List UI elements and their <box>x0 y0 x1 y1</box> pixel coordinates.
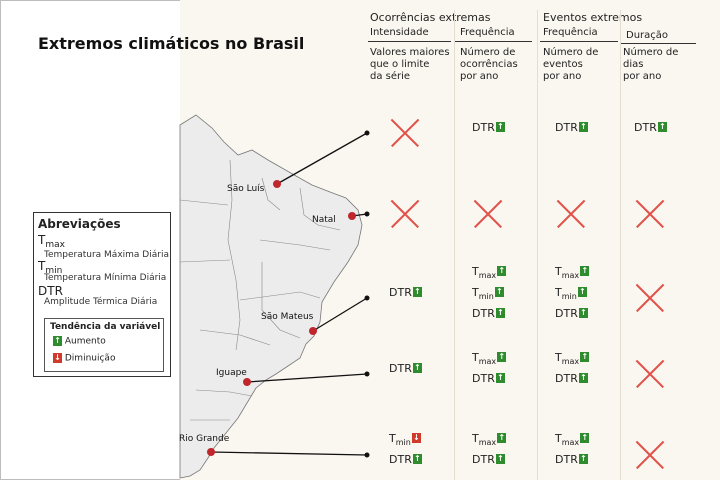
no-trend-cross-icon <box>390 199 420 229</box>
indicator-sao-mateus-freq-ocorrencias: Tmin↑ <box>472 285 504 301</box>
arrow-up-icon: ↑ <box>497 433 507 443</box>
abbr-dtr-desc: Amplitude Térmica Diária <box>44 297 158 307</box>
arrow-up-icon: ↑ <box>577 286 587 297</box>
no-trend-cross-icon <box>635 199 665 229</box>
arrow-up-icon: ↑ <box>412 362 422 373</box>
indicator-iguape-freq-eventos: Tmax↑ <box>555 351 590 366</box>
city-label-natal: Natal <box>312 215 336 225</box>
no-trend-cross-icon <box>635 440 665 470</box>
no-trend-cross-icon <box>635 359 665 389</box>
indicator-rio-grande-freq-eventos: Tmax↑ <box>555 432 590 447</box>
arrow-up-icon: ↑ <box>495 373 505 383</box>
trend-increase-row: ↑ Aumento <box>53 336 106 347</box>
indicator-sao-mateus-intensidade: DTR ↑ <box>389 285 422 299</box>
abbr-tmax-desc: Temperatura Máxima Diária <box>44 250 169 260</box>
indicator-sao-luis-freq-eventos: DTR ↑ <box>555 120 588 134</box>
col-desc-freq-ocorrencias: Número de ocorrências por ano <box>460 47 518 82</box>
city-label-sao-luis: São Luís <box>227 184 265 194</box>
city-dot-rio-grande <box>207 448 215 456</box>
page-title: Extremos climáticos no Brasil <box>38 34 305 53</box>
city-dot-natal <box>348 212 356 220</box>
arrow-up-icon: ↑ <box>578 373 588 383</box>
abbr-dtr: DTR <box>38 284 63 298</box>
indicator-sao-mateus-freq-eventos: DTR ↑ <box>555 306 588 320</box>
col-header-duracao: Duração <box>626 30 669 41</box>
arrow-up-icon: ↑ <box>495 307 505 318</box>
legend-box: Abreviações Tmax Temperatura Máxima Diár… <box>33 212 171 377</box>
trend-legend: Tendência da variável ↑ Aumento ↓ Diminu… <box>44 318 164 372</box>
arrow-up-icon: ↑ <box>578 454 588 464</box>
abbr-tmax: Tmax <box>38 233 65 250</box>
indicator-sao-mateus-freq-ocorrencias: DTR ↑ <box>472 306 505 320</box>
city-dot-iguape <box>243 378 251 386</box>
indicator-sao-mateus-freq-ocorrencias: Tmax↑ <box>472 264 507 280</box>
no-trend-cross-icon <box>473 199 503 229</box>
col3-divider <box>540 41 618 42</box>
arrow-up-icon: ↑ <box>412 286 422 297</box>
indicator-rio-grande-intensidade: DTR ↑ <box>389 453 422 466</box>
indicator-rio-grande-freq-eventos: DTR ↑ <box>555 453 588 466</box>
abbr-tmin-desc: Temperatura Mínima Diária <box>44 273 167 283</box>
col-desc-freq-eventos: Número de eventos por ano <box>543 47 599 82</box>
arrow-up-icon: ↑ <box>495 121 505 132</box>
arrow-up-icon: ↑ <box>497 265 507 276</box>
arrow-up-icon: ↑ <box>578 121 588 132</box>
arrow-up-icon: ↑ <box>580 352 590 362</box>
col-desc-duracao: Número de dias por ano <box>623 47 679 82</box>
arrow-up-icon: ↑ <box>657 121 667 132</box>
indicator-rio-grande-intensidade: Tmin↓ <box>389 432 421 447</box>
indicator-sao-mateus-freq-eventos: Tmin↑ <box>555 285 587 301</box>
col-desc-intensidade: Valores maiores que o limite da série <box>370 47 450 82</box>
indicator-iguape-freq-ocorrencias: Tmax↑ <box>472 351 507 366</box>
arrow-up-icon: ↑ <box>580 265 590 276</box>
arrow-up-icon: ↑ <box>412 454 422 464</box>
trend-legend-title: Tendência da variável <box>50 322 161 332</box>
arrow-up-icon: ↑ <box>578 307 588 318</box>
column-separator <box>620 10 621 480</box>
group-header-eventos: Eventos extremos <box>543 11 643 24</box>
city-dot-sao-mateus <box>309 327 317 335</box>
city-label-iguape: Iguape <box>216 368 247 378</box>
col-header-intensidade: Intensidade <box>370 27 429 38</box>
no-trend-cross-icon <box>635 283 665 313</box>
group-header-ocorrencias: Ocorrências extremas <box>370 11 491 24</box>
indicator-iguape-freq-ocorrencias: DTR ↑ <box>472 372 505 385</box>
arrow-up-icon: ↑ <box>494 286 504 297</box>
col2-divider <box>455 41 532 42</box>
arrow-up-icon: ↑ <box>497 352 507 362</box>
column-separator <box>454 10 455 480</box>
col-header-freq-eventos: Frequência <box>543 27 598 38</box>
indicator-rio-grande-freq-ocorrencias: DTR ↑ <box>472 453 505 466</box>
city-label-rio-grande: Rio Grande <box>179 434 230 444</box>
col-header-freq-ocorrencias: Frequência <box>460 27 515 38</box>
indicator-sao-mateus-freq-eventos: Tmax↑ <box>555 264 590 280</box>
column-separator <box>537 10 538 480</box>
arrow-up-icon: ↑ <box>580 433 590 443</box>
indicator-sao-luis-duracao: DTR ↑ <box>634 120 667 134</box>
arrow-up-icon: ↑ <box>53 336 62 346</box>
trend-decrease-row: ↓ Diminuição <box>53 353 116 364</box>
no-trend-cross-icon <box>556 199 586 229</box>
city-dot-sao-luis <box>273 180 281 188</box>
indicator-iguape-freq-eventos: DTR ↑ <box>555 372 588 385</box>
indicator-sao-luis-freq-ocorrencias: DTR ↑ <box>472 120 505 134</box>
indicator-rio-grande-freq-ocorrencias: Tmax↑ <box>472 432 507 447</box>
legend-title: Abreviações <box>38 217 121 231</box>
arrow-down-icon: ↓ <box>411 433 421 443</box>
arrow-down-icon: ↓ <box>53 353 62 363</box>
indicator-iguape-intensidade: DTR ↑ <box>389 361 422 375</box>
col1-divider <box>368 41 451 42</box>
col4-divider <box>621 43 696 44</box>
city-label-sao-mateus: São Mateus <box>261 312 314 322</box>
arrow-up-icon: ↑ <box>495 454 505 464</box>
no-trend-cross-icon <box>390 118 420 148</box>
abbr-tmin: Tmin <box>38 259 63 276</box>
